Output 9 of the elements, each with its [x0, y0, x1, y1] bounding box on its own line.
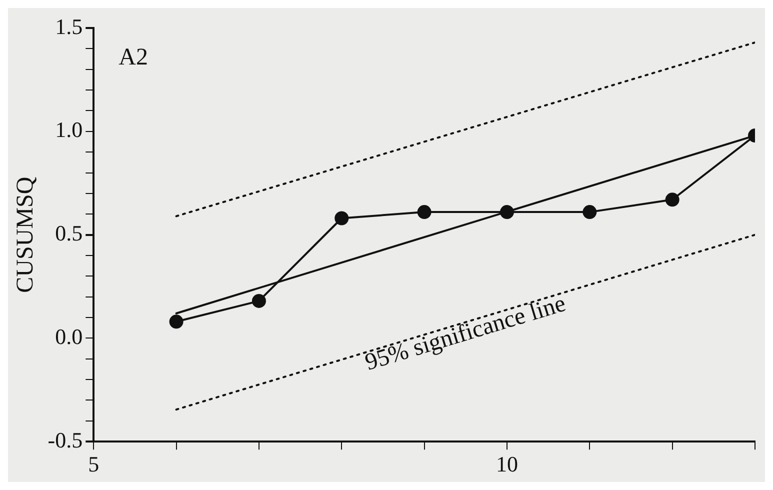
- y-tick-label: -0.5: [48, 427, 83, 452]
- annotation: A2: [118, 44, 148, 70]
- y-tick-label: 0.5: [55, 220, 83, 246]
- x-tick-label: 10: [496, 452, 518, 477]
- y-tick-label: 0.0: [55, 324, 83, 349]
- y-tick-label: 1.5: [55, 14, 83, 39]
- y-tick-label: 1.0: [55, 117, 83, 142]
- x-tick-label: 5: [88, 452, 100, 477]
- y-axis-title: CUSUMSQ: [12, 176, 39, 293]
